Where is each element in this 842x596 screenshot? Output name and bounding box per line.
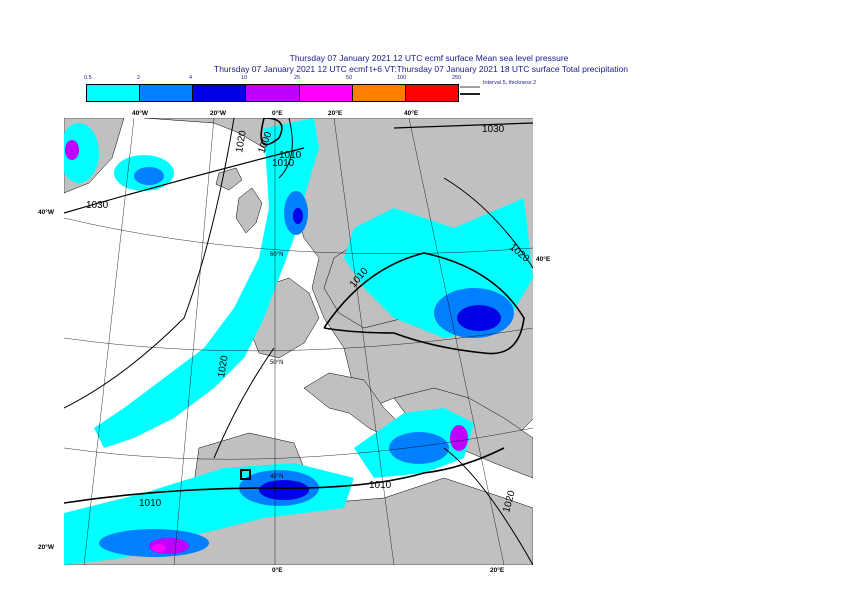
meridian xyxy=(83,118,135,565)
isobar-label: 1010 xyxy=(139,498,162,509)
legend-label: 250 xyxy=(452,75,462,81)
legend-swatch xyxy=(299,85,353,101)
legend-swatch xyxy=(246,85,300,101)
precipitation-legend xyxy=(86,84,459,102)
lon-label: 40°W xyxy=(132,110,148,117)
legend-label: 25 xyxy=(294,75,301,81)
legend-label: 2 xyxy=(137,75,141,81)
lon-label: 0°E xyxy=(272,567,283,574)
weather-map: 1030 1020 1010 1000 1010 1030 1020 1010 … xyxy=(64,118,533,565)
lon-label: 20°W xyxy=(210,110,226,117)
legend-label: 0.5 xyxy=(84,75,92,81)
legend-label: 50 xyxy=(346,75,353,81)
lon-label: 20°E xyxy=(328,110,343,117)
precip-area xyxy=(450,425,468,451)
meridian xyxy=(408,118,505,565)
isobar-note: Interval 5, thickness 2 xyxy=(483,80,537,86)
isobar-label: 1010 xyxy=(369,480,392,491)
british-isles-land xyxy=(235,187,263,234)
lat-label: 40°E xyxy=(536,256,551,263)
legend-swatch xyxy=(352,85,406,101)
isobar-label: 1030 xyxy=(482,124,505,135)
ireland-iceland-land xyxy=(215,167,243,191)
isobar-1000 xyxy=(260,118,283,146)
parallel xyxy=(64,427,533,460)
isobar-1020-west xyxy=(213,347,275,459)
isobar-label: 1010 xyxy=(272,158,295,169)
isobar-1020 xyxy=(64,118,235,409)
precip-area xyxy=(293,208,303,224)
lon-label: 0°E xyxy=(272,110,283,117)
isobars xyxy=(64,118,533,565)
isobar-1010-south xyxy=(64,447,505,504)
precip-area xyxy=(65,140,79,160)
precip-area xyxy=(64,123,99,183)
isobar-label: 1030 xyxy=(86,200,109,211)
isobar-1030 xyxy=(64,147,305,214)
precip-area xyxy=(457,305,501,331)
isobar-1020-east xyxy=(443,177,533,269)
parallel xyxy=(64,217,533,254)
precip-area xyxy=(152,544,166,552)
legend-swatch xyxy=(405,85,458,101)
parallel xyxy=(64,327,533,352)
legend-swatch xyxy=(193,85,247,101)
isobar-1020-southeast xyxy=(443,447,533,565)
isobar-label: 1020 xyxy=(216,354,231,378)
isobar-label: 1020 xyxy=(234,129,249,153)
meridian xyxy=(333,118,395,565)
low-marker xyxy=(240,469,251,480)
lat-label: 50°N xyxy=(270,360,284,366)
lon-label: 40°E xyxy=(404,110,419,117)
precip-area xyxy=(134,167,164,185)
lat-label: 20°W xyxy=(38,544,54,551)
isobar-1010-low xyxy=(323,252,525,355)
lat-label: 40°W xyxy=(38,209,54,216)
legend-label: 100 xyxy=(397,75,407,81)
isobar-label: 1010 xyxy=(279,150,302,161)
isobar-key xyxy=(460,86,480,95)
legend-label: 4 xyxy=(189,75,193,81)
isobar-1010 xyxy=(278,118,293,179)
legend-swatch xyxy=(140,85,194,101)
precipitation-areas xyxy=(64,118,533,565)
frontal-rain-band xyxy=(94,118,319,448)
lat-label: 60°N xyxy=(270,252,284,258)
legend-swatch xyxy=(87,85,141,101)
legend-label: 10 xyxy=(241,75,248,81)
lon-label: 20°E xyxy=(490,567,505,574)
isobar-1030-north xyxy=(393,122,533,129)
precip-area xyxy=(389,432,449,464)
map-title-line2: Thursday 07 January 2021 12 UTC ecmf t+6… xyxy=(214,64,628,74)
map-title-line1: Thursday 07 January 2021 12 UTC ecmf sur… xyxy=(289,53,569,63)
lat-label: 40°N xyxy=(270,474,284,480)
precip-area xyxy=(259,480,309,500)
